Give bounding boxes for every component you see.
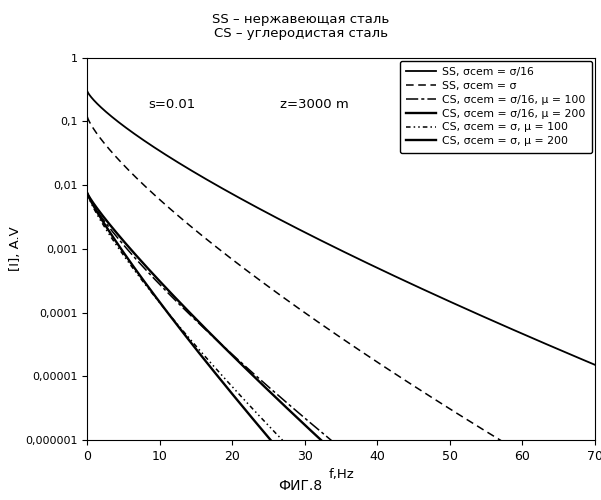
- SS, σcem = σ/16: [84, 88, 91, 94]
- SS, σcem = σ: [109, 150, 117, 156]
- SS, σcem = σ: [84, 114, 91, 119]
- CS, σcem = σ/16, μ = 100: [317, 428, 325, 434]
- SS, σcem = σ: [591, 494, 599, 500]
- Text: z=3000 m: z=3000 m: [280, 98, 349, 110]
- SS, σcem = σ: [576, 485, 584, 491]
- Text: ФИГ.8: ФИГ.8: [278, 478, 323, 492]
- Line: SS, σcem = σ: SS, σcem = σ: [87, 116, 595, 497]
- CS, σcem = σ/16, μ = 100: [109, 230, 117, 235]
- CS, σcem = σ, μ = 200: [317, 496, 325, 500]
- SS, σcem = σ/16: [576, 356, 584, 362]
- Text: s=0.01: s=0.01: [148, 98, 195, 110]
- Text: SS – нержавеющая сталь: SS – нержавеющая сталь: [212, 12, 389, 26]
- Text: CS – углеродистая сталь: CS – углеродистая сталь: [213, 28, 388, 40]
- Y-axis label: [I], A.V: [I], A.V: [9, 226, 22, 271]
- SS, σcem = σ/16: [591, 362, 599, 368]
- SS, σcem = σ: [576, 485, 584, 491]
- SS, σcem = σ/16: [483, 315, 490, 321]
- CS, σcem = σ/16, μ = 100: [331, 440, 338, 446]
- CS, σcem = σ, μ = 100: [84, 190, 91, 196]
- Line: CS, σcem = σ/16, μ = 100: CS, σcem = σ/16, μ = 100: [87, 194, 595, 500]
- CS, σcem = σ, μ = 100: [331, 490, 338, 496]
- CS, σcem = σ/16, μ = 200: [331, 449, 338, 455]
- SS, σcem = σ/16: [331, 244, 338, 250]
- SS, σcem = σ/16: [109, 115, 117, 121]
- SS, σcem = σ: [317, 321, 325, 327]
- Line: SS, σcem = σ/16: SS, σcem = σ/16: [87, 91, 595, 365]
- SS, σcem = σ: [483, 429, 490, 435]
- CS, σcem = σ/16, μ = 200: [109, 226, 117, 232]
- CS, σcem = σ, μ = 100: [317, 476, 325, 482]
- CS, σcem = σ/16, μ = 200: [317, 436, 325, 442]
- Line: CS, σcem = σ, μ = 100: CS, σcem = σ, μ = 100: [87, 194, 595, 500]
- SS, σcem = σ/16: [576, 356, 584, 362]
- Line: CS, σcem = σ, μ = 200: CS, σcem = σ, μ = 200: [87, 193, 595, 500]
- CS, σcem = σ/16, μ = 200: [84, 190, 91, 196]
- CS, σcem = σ, μ = 200: [109, 234, 117, 240]
- Legend: SS, σcem = σ/16, SS, σcem = σ, CS, σcem = σ/16, μ = 100, CS, σcem = σ/16, μ = 20: SS, σcem = σ/16, SS, σcem = σ, CS, σcem …: [400, 60, 592, 152]
- CS, σcem = σ, μ = 100: [109, 238, 117, 244]
- SS, σcem = σ: [331, 330, 338, 336]
- X-axis label: f,Hz: f,Hz: [328, 468, 354, 481]
- SS, σcem = σ/16: [317, 238, 325, 244]
- Line: CS, σcem = σ/16, μ = 200: CS, σcem = σ/16, μ = 200: [87, 193, 595, 500]
- CS, σcem = σ, μ = 200: [84, 190, 91, 196]
- CS, σcem = σ/16, μ = 100: [84, 190, 91, 196]
